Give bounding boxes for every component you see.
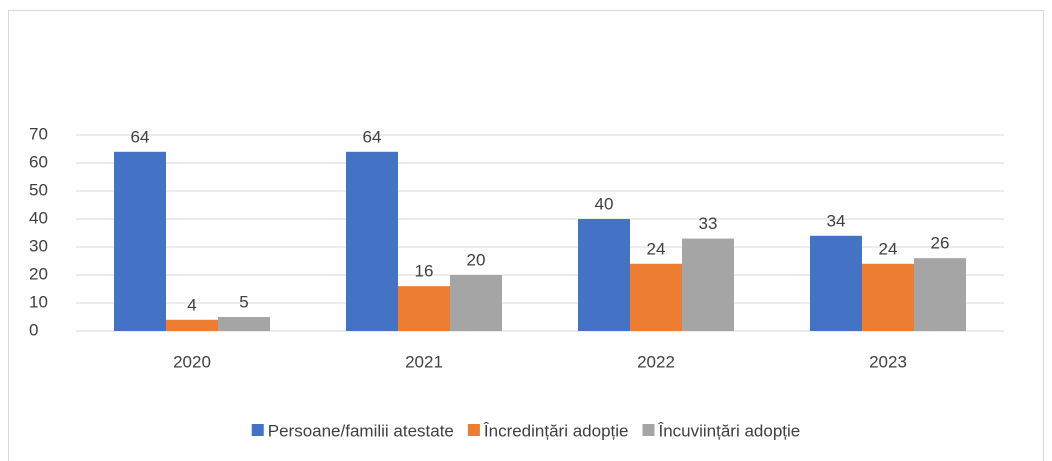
y-tick-label: 40 (29, 208, 48, 227)
legend-swatch (642, 424, 655, 436)
bar (218, 317, 270, 331)
y-tick-label: 70 (29, 124, 48, 143)
data-label: 34 (827, 211, 846, 230)
data-label: 26 (931, 234, 950, 253)
data-label: 24 (647, 239, 666, 258)
data-label: 33 (699, 214, 718, 233)
legend-label: Persoane/familii atestate (268, 421, 454, 440)
data-label: 24 (879, 239, 898, 258)
bar (810, 235, 862, 331)
legend-swatch (467, 424, 480, 436)
y-tick-label: 50 (29, 180, 48, 199)
x-tick-label: 2022 (637, 352, 675, 371)
y-tick-label: 0 (29, 320, 38, 339)
bar (450, 275, 502, 331)
y-tick-label: 20 (29, 264, 48, 283)
bar (578, 219, 630, 331)
x-tick-label: 2020 (173, 352, 211, 371)
y-tick-label: 30 (29, 236, 48, 255)
legend-label: Încuviințări adopție (657, 421, 800, 440)
data-label: 40 (595, 194, 614, 213)
data-label: 64 (363, 127, 382, 146)
y-tick-label: 10 (29, 292, 48, 311)
bar (346, 151, 398, 331)
bar (398, 286, 450, 331)
chart-frame (8, 10, 1044, 461)
bar (682, 238, 734, 331)
y-tick-label: 60 (29, 152, 48, 171)
bar (914, 258, 966, 331)
data-label: 5 (239, 292, 248, 311)
data-label: 4 (187, 295, 196, 314)
data-label: 64 (131, 127, 150, 146)
legend-swatch (251, 424, 264, 436)
bar (862, 263, 914, 331)
bar (166, 319, 218, 331)
legend-label: Încredințări adopție (483, 421, 629, 440)
bar (630, 263, 682, 331)
data-label: 20 (467, 250, 486, 269)
data-label: 16 (415, 262, 434, 281)
x-tick-label: 2021 (405, 352, 443, 371)
x-tick-label: 2023 (869, 352, 907, 371)
bar (114, 151, 166, 331)
